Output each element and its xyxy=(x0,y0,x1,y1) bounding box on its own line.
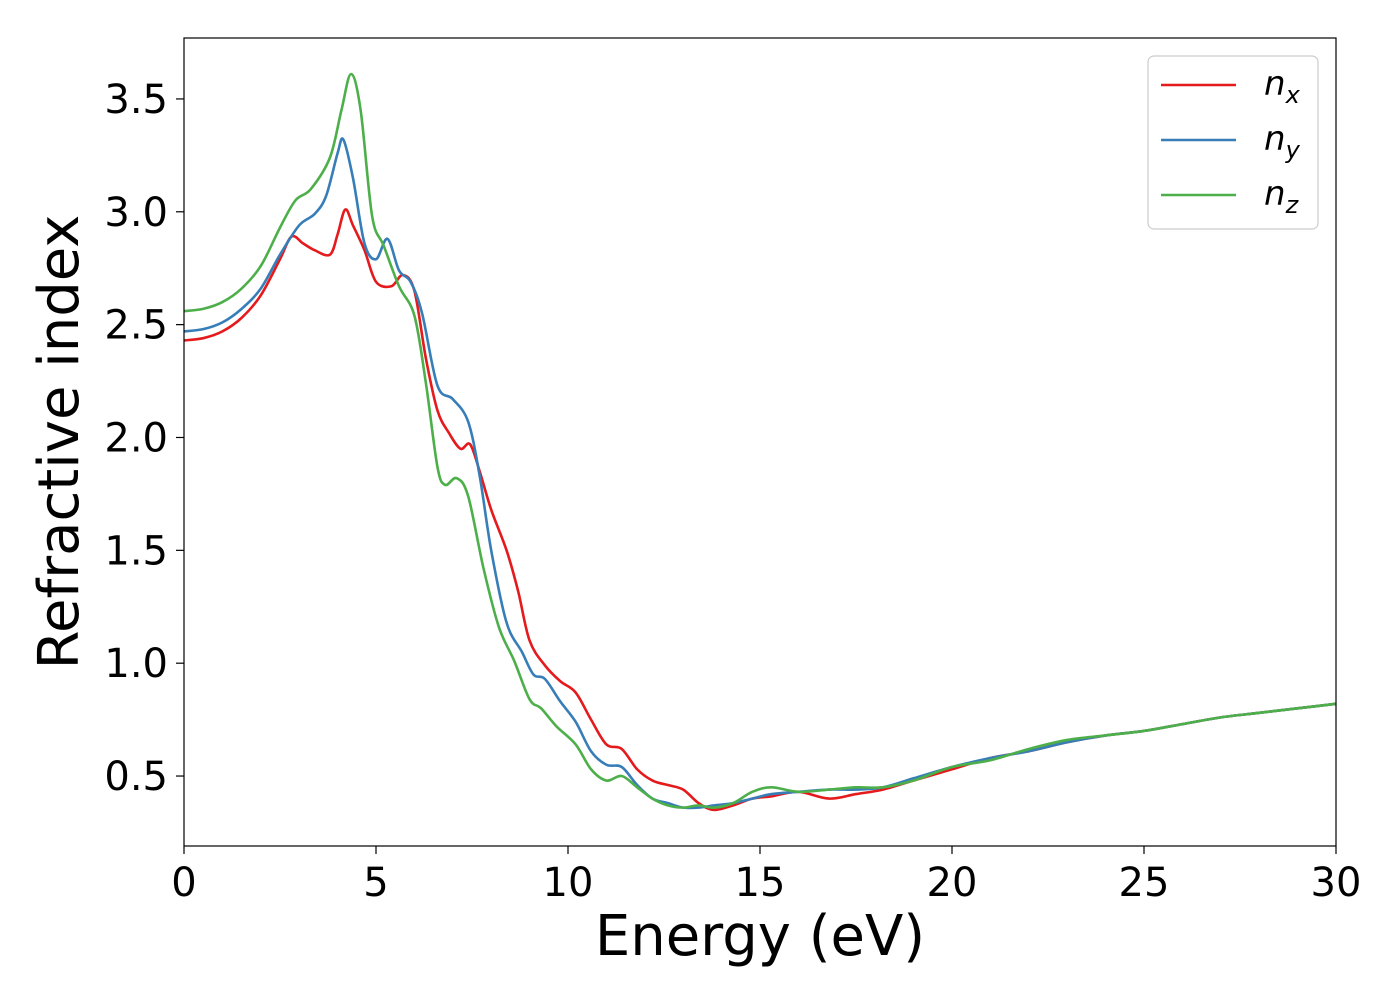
y-axis-ticks: 0.5 1.0 1.5 2.0 2.5 3.0 3.5 xyxy=(104,77,184,800)
x-axis-title: Energy (eV) xyxy=(595,904,925,969)
x-tick-label: 15 xyxy=(735,860,786,906)
x-tick-label: 10 xyxy=(543,860,594,906)
x-axis-ticks: 0 5 10 15 20 25 30 xyxy=(171,846,1361,906)
y-tick-label: 1.5 xyxy=(104,528,168,574)
x-tick-label: 20 xyxy=(927,860,978,906)
legend: nx ny nz xyxy=(1147,55,1319,230)
y-tick-label: 2.0 xyxy=(104,415,168,461)
legend-label-n-z: nz xyxy=(1264,174,1300,219)
y-tick-label: 0.5 xyxy=(104,754,168,800)
y-axis-title: Refractive index xyxy=(27,215,92,670)
series-line-n-z xyxy=(183,72,1337,809)
series-layer xyxy=(183,72,1337,812)
x-tick-label: 0 xyxy=(171,860,196,906)
series-line-n-x xyxy=(183,208,1337,812)
legend-label-n-x: nx xyxy=(1264,64,1301,109)
y-tick-label: 2.5 xyxy=(104,303,168,349)
x-tick-label: 30 xyxy=(1311,860,1362,906)
legend-box xyxy=(1147,55,1319,230)
y-tick-label: 3.0 xyxy=(104,190,168,236)
x-tick-label: 5 xyxy=(363,860,388,906)
series-line-n-y xyxy=(183,137,1337,810)
y-tick-label: 3.5 xyxy=(104,77,168,123)
x-tick-label: 25 xyxy=(1119,860,1170,906)
legend-label-n-y: ny xyxy=(1264,119,1301,164)
y-tick-label: 1.0 xyxy=(104,641,168,687)
